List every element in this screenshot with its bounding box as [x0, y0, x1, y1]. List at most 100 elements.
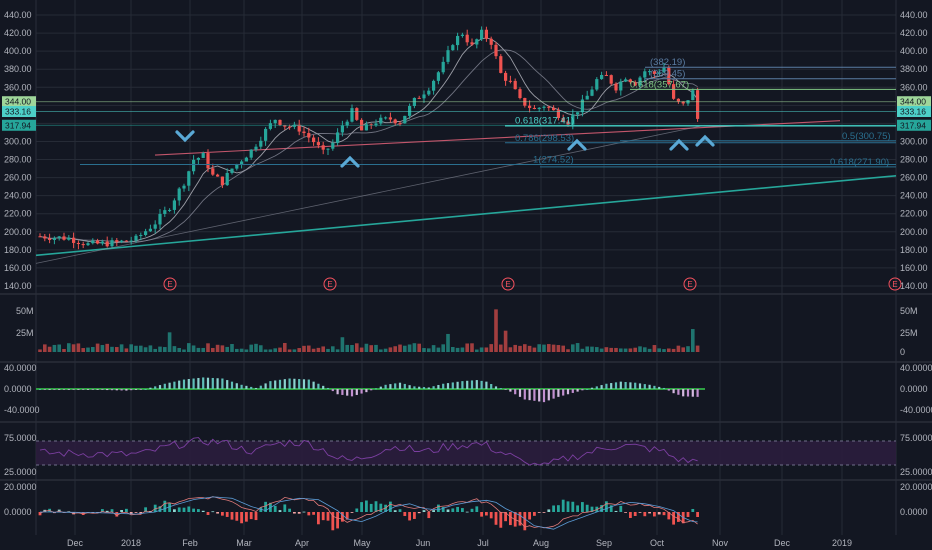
- candle-body: [403, 115, 407, 124]
- osc-main-line: [40, 496, 698, 530]
- candle-body: [340, 125, 344, 133]
- volume-bar: [263, 349, 268, 352]
- macd-bar: [245, 385, 248, 389]
- osc-bar: [600, 505, 603, 512]
- candle-body: [273, 119, 277, 124]
- osc-bar: [163, 500, 167, 512]
- macd-bar: [523, 389, 526, 400]
- candle-body: [537, 107, 541, 110]
- macd-bar: [514, 389, 517, 395]
- candle-body: [446, 50, 450, 62]
- osc-bar: [206, 512, 210, 515]
- ma-mid: [39, 49, 698, 243]
- macd-bar: [149, 387, 152, 389]
- volume-bar: [503, 330, 508, 352]
- osc-bar: [317, 512, 320, 525]
- volume-bar: [547, 344, 551, 352]
- candle-body: [662, 67, 666, 73]
- macd-bar: [432, 386, 435, 389]
- macd-bar: [562, 389, 565, 396]
- macd-bar: [38, 389, 42, 390]
- price-tick-right: 380.00: [900, 64, 928, 74]
- volume-pane: [38, 309, 700, 352]
- volume-bar: [287, 349, 292, 352]
- candle-body: [388, 117, 392, 120]
- macd-bar: [254, 387, 258, 389]
- macd-bar: [634, 382, 637, 389]
- macd-bar: [274, 380, 277, 389]
- volume-bar: [220, 345, 225, 352]
- candle-body: [504, 72, 508, 81]
- osc-bar: [657, 512, 661, 515]
- osc-bar: [273, 505, 277, 512]
- osc-bar: [537, 512, 541, 513]
- candle-body: [350, 108, 354, 122]
- volume-bar: [52, 344, 57, 352]
- osc-bar: [417, 512, 421, 514]
- macd-bar: [259, 385, 262, 389]
- osc-bar: [485, 512, 488, 516]
- volume-bar: [561, 345, 565, 352]
- macd-bar: [365, 389, 368, 393]
- volume-bar: [43, 344, 47, 352]
- macd-bar: [518, 389, 522, 397]
- volume-bar: [412, 343, 417, 352]
- osc-bar: [134, 512, 138, 513]
- volume-bar: [38, 349, 42, 352]
- candle-body: [475, 39, 479, 45]
- volume-bar: [652, 345, 657, 352]
- macd-bar: [610, 383, 613, 389]
- macd-bar: [269, 381, 272, 389]
- macd-bar: [336, 389, 339, 395]
- candle-body: [230, 168, 234, 173]
- macd-bar: [317, 383, 320, 389]
- volume-bar: [575, 343, 580, 352]
- macd-bar: [658, 386, 661, 389]
- volume-bar: [623, 348, 628, 352]
- osc-bar: [216, 512, 219, 514]
- macd-bar: [130, 389, 133, 391]
- volume-bar: [523, 344, 527, 352]
- volume-bar: [580, 348, 585, 352]
- earnings-label: E: [892, 280, 897, 289]
- volume-bar: [268, 349, 273, 352]
- rsi-tick-right: 75.0000: [900, 433, 932, 443]
- volume-bar: [302, 345, 306, 352]
- osc-bar: [350, 512, 354, 513]
- candle-body: [48, 238, 52, 240]
- osc-bar: [221, 512, 224, 516]
- earnings-label: E: [505, 280, 510, 289]
- osc-bar: [120, 510, 123, 512]
- volume-bar: [465, 343, 469, 352]
- osc-bar: [619, 505, 623, 512]
- candles: [38, 26, 700, 250]
- candle-body: [38, 236, 42, 238]
- candle-body: [364, 124, 368, 131]
- macd-bar: [288, 378, 291, 389]
- price-tick-left: 140.00: [4, 281, 32, 291]
- volume-bar: [374, 344, 378, 352]
- macd-bar: [590, 387, 594, 389]
- volume-bar: [388, 347, 393, 352]
- fib-label: (382.19): [650, 57, 685, 68]
- price-tag-left-label: 344.00: [5, 97, 31, 107]
- volume-bar: [604, 347, 609, 352]
- osc-bar: [182, 507, 186, 512]
- candle-body: [408, 105, 412, 116]
- macd-bar: [576, 389, 579, 392]
- volume-bar: [47, 346, 52, 352]
- candle-body: [254, 146, 258, 150]
- osc-bar: [614, 510, 618, 512]
- time-tick: Jul: [477, 538, 489, 548]
- time-tick: 2018: [121, 538, 141, 548]
- osc-bar: [129, 512, 133, 514]
- osc-bar: [638, 512, 642, 513]
- candle-body: [355, 108, 359, 120]
- osc-bar: [585, 504, 589, 512]
- volume-bar: [364, 343, 369, 352]
- candle-body: [652, 71, 656, 74]
- osc-bar: [691, 508, 695, 512]
